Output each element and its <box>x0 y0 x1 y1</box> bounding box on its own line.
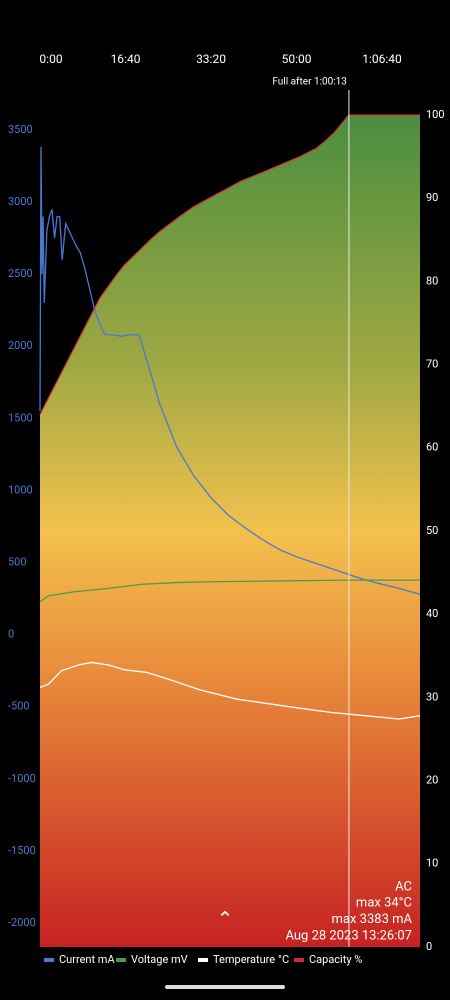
capacity-line <box>39 114 420 415</box>
legend-swatch <box>294 958 304 962</box>
legend-swatch <box>44 958 54 962</box>
home-bar <box>165 985 285 989</box>
y2-tick-label: 50 <box>426 524 438 537</box>
y2-tick-label: 20 <box>426 774 438 787</box>
series-line <box>39 661 421 720</box>
x-tick-label: 33:20 <box>196 52 226 66</box>
y-tick-label: 3500 <box>8 123 33 136</box>
legend-label: Current mA <box>59 953 115 966</box>
y-tick-label: 1000 <box>8 483 33 496</box>
y-tick-label: 0 <box>8 628 14 641</box>
y-tick-label: 2000 <box>8 339 33 352</box>
info-line: max 34°C <box>356 896 412 911</box>
y-tick-label: -2000 <box>8 916 36 929</box>
y2-tick-label: 40 <box>426 607 438 620</box>
y2-tick-label: 80 <box>426 274 438 287</box>
y2-tick-label: 0 <box>426 940 432 953</box>
full-marker-label: Full after 1:00:13 <box>272 76 347 88</box>
expand-caret[interactable]: ⌃ <box>217 906 234 930</box>
y2-tick-label: 100 <box>426 108 445 121</box>
y-tick-label: -1000 <box>8 772 36 785</box>
info-line: Aug 28 2023 13:26:07 <box>285 928 412 943</box>
legend-label: Capacity % <box>309 953 362 966</box>
legend-swatch <box>198 958 208 962</box>
y2-tick-label: 10 <box>426 857 438 870</box>
y-tick-label: 2500 <box>8 267 33 280</box>
capacity-area <box>40 115 420 947</box>
y2-tick-label: 90 <box>426 191 438 204</box>
x-tick-label: 50:00 <box>282 52 312 66</box>
plot: Full after 1:00:13 0:00 16:40 33:20 50:00 1:0… <box>8 52 445 966</box>
series-line <box>39 579 420 603</box>
x-tick-label: 0:00 <box>39 52 62 66</box>
legend-label: Temperature °C <box>213 953 289 966</box>
series-line <box>39 146 421 595</box>
info-line: max 3383 mA <box>332 912 413 927</box>
y-tick-label: -1500 <box>8 844 36 857</box>
info-line: AC <box>395 879 412 894</box>
y2-tick-label: 30 <box>426 690 438 703</box>
legend-label: Voltage mV <box>131 953 188 966</box>
y2-tick-label: 60 <box>426 441 438 454</box>
y-tick-label: -500 <box>8 700 30 713</box>
y-tick-label: 500 <box>8 555 27 568</box>
x-tick-label: 1:06:40 <box>362 52 402 66</box>
y-tick-label: 3000 <box>8 195 33 208</box>
x-tick-label: 16:40 <box>111 52 141 66</box>
y-tick-label: 1500 <box>8 411 33 424</box>
y2-tick-label: 70 <box>426 358 438 371</box>
legend-swatch <box>116 958 126 962</box>
